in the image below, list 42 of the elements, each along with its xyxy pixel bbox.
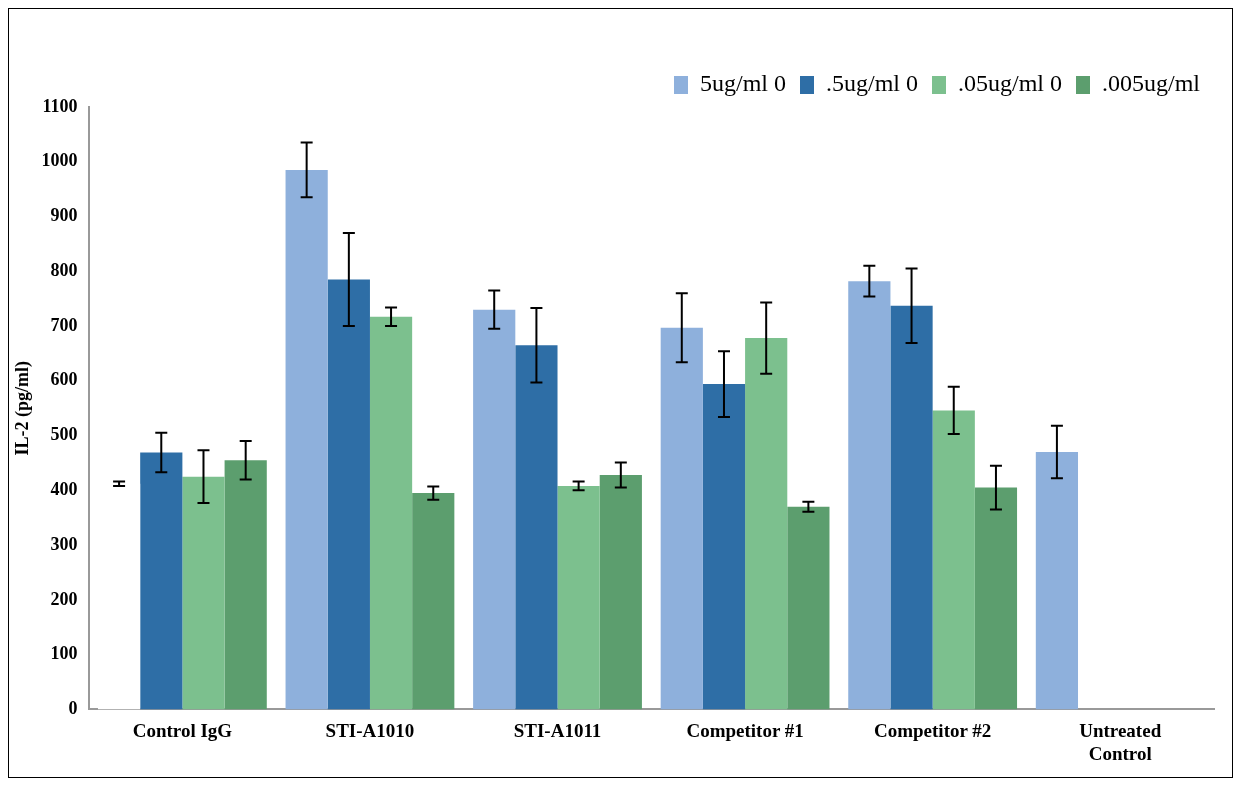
y-tick-label: 0: [68, 698, 78, 719]
legend-label: 5ug/ml 0: [699, 70, 786, 97]
bar: [660, 327, 703, 710]
y-tick-label: 800: [50, 259, 78, 280]
legend-label: .05ug/ml 0: [957, 70, 1063, 97]
y-axis-title: IL-2 (pg/ml): [12, 360, 34, 456]
x-tick-label: STI-A1011: [513, 719, 602, 741]
x-tick-label: Competitor #1: [686, 719, 804, 741]
bar: [473, 309, 516, 710]
bar: [787, 506, 830, 710]
y-tick-label: 200: [50, 588, 78, 609]
x-tick-label: Untreated Control: [1079, 719, 1162, 764]
x-tick-label: Control IgG: [132, 719, 233, 741]
x-tick-label: Competitor #2: [873, 719, 992, 741]
bar: [1035, 452, 1079, 710]
y-tick-label: 500: [50, 424, 78, 445]
y-tick-label: 900: [50, 205, 78, 226]
y-tick-label: 1100: [42, 95, 78, 116]
bar: [515, 345, 558, 710]
bar: [285, 169, 328, 710]
bar: [327, 279, 370, 710]
y-tick-label: 100: [50, 643, 78, 664]
y-tick-label: 400: [50, 479, 78, 499]
legend-label: .005ug/ml: [1102, 70, 1201, 97]
bar: [599, 475, 642, 710]
bar: [848, 281, 891, 710]
bar: [932, 410, 975, 710]
bar: [745, 338, 788, 710]
y-tick-label: 1000: [41, 150, 78, 171]
y-tick-label: 300: [50, 533, 78, 554]
bar: [182, 476, 225, 710]
y-tick-label: 600: [50, 369, 78, 390]
bar: [974, 487, 1018, 710]
bar: [890, 305, 933, 710]
bar: [369, 316, 413, 710]
bar: [224, 460, 267, 710]
bar: [702, 384, 746, 710]
x-tick-label: STI-A1010: [325, 719, 415, 741]
bar: [412, 493, 455, 710]
bar: [557, 485, 600, 710]
legend-label: .5ug/ml 0: [825, 70, 918, 97]
y-tick-label: 700: [50, 314, 78, 335]
